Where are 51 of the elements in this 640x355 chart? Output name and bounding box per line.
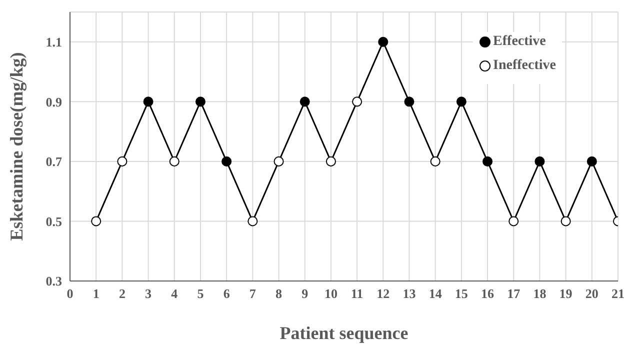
x-tick-label: 21 [612,286,624,302]
x-tick-label: 9 [302,286,309,302]
x-tick-label: 3 [145,286,152,302]
x-tick-label: 1 [92,286,100,302]
point [456,96,466,107]
x-tick-label: 6 [223,286,230,302]
point [274,156,284,166]
point [352,96,362,107]
x-axis-title: Patient sequence [280,323,408,343]
y-tick-label: 0.7 [46,154,62,170]
point [378,36,388,47]
x-tick-label: 19 [559,286,573,302]
point [248,216,258,226]
point [482,156,493,166]
x-tick-label: 5 [197,286,204,302]
legend-label: Ineffective [493,58,556,74]
x-tick-label: 10 [324,286,338,302]
point [143,96,154,107]
point [508,216,519,226]
x-tick-label: 15 [454,286,468,302]
point [560,216,571,226]
x-tick-label: 18 [533,286,547,302]
point [117,156,128,166]
point [91,216,102,226]
point [195,96,206,107]
x-tick-label: 7 [249,286,256,302]
point [169,156,180,166]
point [222,156,232,166]
point [430,156,440,166]
x-tick-label: 20 [585,286,598,302]
point [586,156,597,166]
y-tick-label: 0.5 [46,214,62,229]
legend-label: Effective [493,34,546,50]
x-tick-label: 2 [118,286,126,302]
x-tick-label: 8 [276,286,283,302]
y-axis-title: Esketamine dose(mg/kg) [6,52,26,241]
x-tick-label: 14 [428,286,442,302]
point [404,96,414,107]
y-tick-label: 1.1 [46,34,62,50]
point [326,156,336,166]
point [534,156,545,166]
x-tick-label: 12 [376,286,390,302]
x-tick-label: 17 [507,286,521,302]
x-tick-label: 13 [402,286,416,302]
x-tick-label: 4 [171,286,178,302]
x-tick-label: 16 [481,286,495,302]
y-tick-label: 0.3 [46,274,62,289]
x-tick-label: 0 [66,286,74,302]
x-tick-label: 11 [350,286,364,302]
point [300,96,310,107]
y-tick-label: 0.9 [46,94,62,110]
